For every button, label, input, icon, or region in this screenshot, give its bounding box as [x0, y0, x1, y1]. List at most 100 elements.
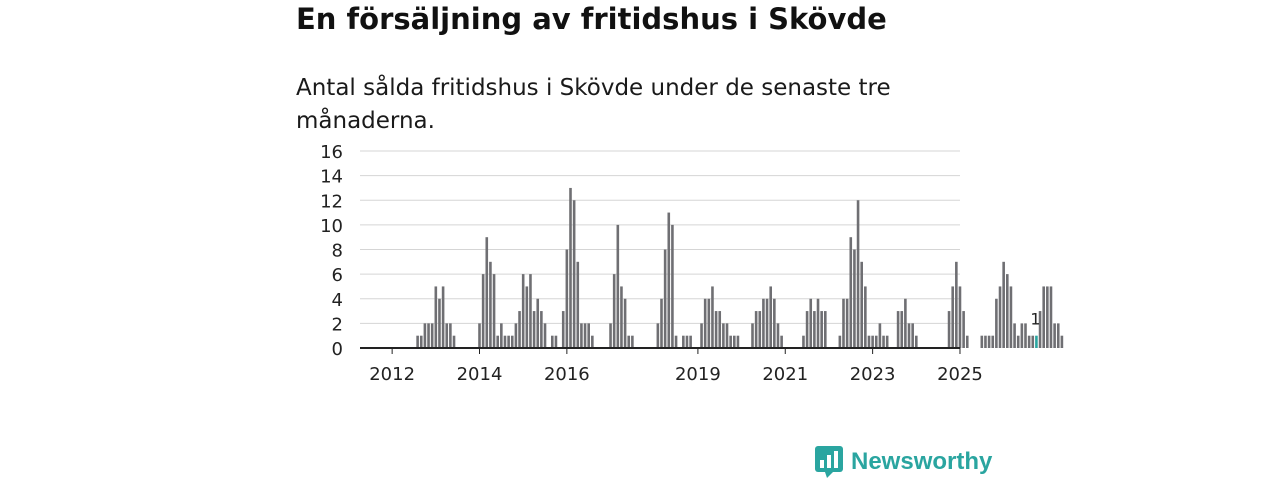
bar: [809, 298, 813, 348]
y-tick-label: 6: [332, 265, 343, 286]
bar: [856, 200, 860, 348]
bar: [565, 249, 569, 348]
bar: [751, 323, 754, 348]
bar: [802, 335, 805, 348]
bar: [587, 323, 590, 348]
bar: [754, 311, 758, 348]
bar: [689, 335, 692, 348]
bar: [1056, 323, 1060, 348]
y-tick-label: 8: [332, 241, 343, 262]
bar: [776, 323, 780, 348]
bar-highlight: [1035, 335, 1038, 348]
bar: [674, 335, 678, 348]
chart-title: En försäljning av fritidshus i Skövde: [296, 2, 887, 36]
bar: [813, 311, 816, 348]
y-tick-label: 14: [320, 167, 343, 188]
bar: [758, 311, 762, 348]
bar: [438, 298, 441, 348]
bar: [1009, 286, 1013, 348]
y-tick-label: 4: [332, 290, 343, 311]
bar: [911, 323, 914, 348]
x-tick-label: 2025: [937, 364, 983, 385]
brand-name: Newsworthy: [851, 448, 993, 475]
bar: [711, 286, 714, 348]
bar: [958, 286, 962, 348]
bar: [984, 335, 987, 348]
bar: [729, 335, 732, 348]
bar: [1038, 311, 1042, 348]
bar: [631, 335, 634, 348]
bar: [955, 261, 958, 348]
bar: [947, 311, 951, 348]
bar: [896, 311, 900, 348]
bar: [500, 323, 503, 348]
bar: [569, 187, 572, 348]
y-tick-label: 12: [320, 191, 343, 212]
x-tick-label: 2021: [762, 364, 808, 385]
bar: [904, 298, 907, 348]
bar: [1016, 335, 1020, 348]
bar: [853, 249, 856, 348]
bar: [915, 335, 918, 348]
bar: [510, 335, 514, 348]
bar: [503, 335, 507, 348]
x-tick-label: 2012: [369, 364, 415, 385]
bar: [441, 286, 445, 348]
bar: [532, 311, 536, 348]
bar: [536, 298, 540, 348]
bar: [736, 335, 740, 348]
bar: [718, 311, 722, 348]
bar: [419, 335, 423, 348]
bar: [962, 311, 965, 348]
bar: [998, 286, 1002, 348]
bar: [1053, 323, 1056, 348]
y-tick-label: 16: [320, 142, 343, 163]
bar: [489, 261, 492, 348]
chart-subtitle: Antal sålda fritidshus i Skövde under de…: [296, 75, 891, 134]
bar: [620, 286, 623, 348]
bar: [871, 335, 874, 348]
bar: [478, 323, 481, 348]
data-label: 1: [1030, 310, 1040, 329]
bar: [907, 323, 911, 348]
y-tick-label: 0: [332, 339, 343, 360]
bar: [1031, 335, 1035, 348]
bar: [838, 335, 842, 348]
bar: [543, 323, 547, 348]
bar: [540, 311, 543, 348]
bar: [860, 261, 863, 348]
x-tick-label: 2023: [850, 364, 896, 385]
bar: [612, 274, 616, 348]
bar: [452, 335, 456, 348]
bar: [609, 323, 612, 348]
x-tick-label: 2019: [675, 364, 721, 385]
brand-logo: Newsworthy: [815, 446, 992, 478]
bar: [1042, 286, 1045, 348]
bar: [874, 335, 878, 348]
bar: [867, 335, 871, 348]
bar: [805, 311, 809, 348]
bar: [900, 311, 904, 348]
bar: [682, 335, 685, 348]
bar: [987, 335, 991, 348]
bar: [824, 311, 827, 348]
bar: [722, 323, 725, 348]
bar: [554, 335, 558, 348]
y-tick-label: 2: [332, 314, 343, 335]
bar: [529, 274, 532, 348]
bar: [845, 298, 849, 348]
bar: [1046, 286, 1049, 348]
bar: [616, 224, 620, 348]
bar: [1060, 335, 1064, 348]
bar: [707, 298, 711, 348]
bar: [1049, 286, 1053, 348]
bar: [714, 311, 718, 348]
bar: [485, 237, 489, 348]
bar: [580, 323, 583, 348]
bar: [882, 335, 885, 348]
bar: [980, 335, 984, 348]
bar: [591, 335, 594, 348]
bar: [885, 335, 889, 348]
x-tick-label: 2014: [457, 364, 503, 385]
